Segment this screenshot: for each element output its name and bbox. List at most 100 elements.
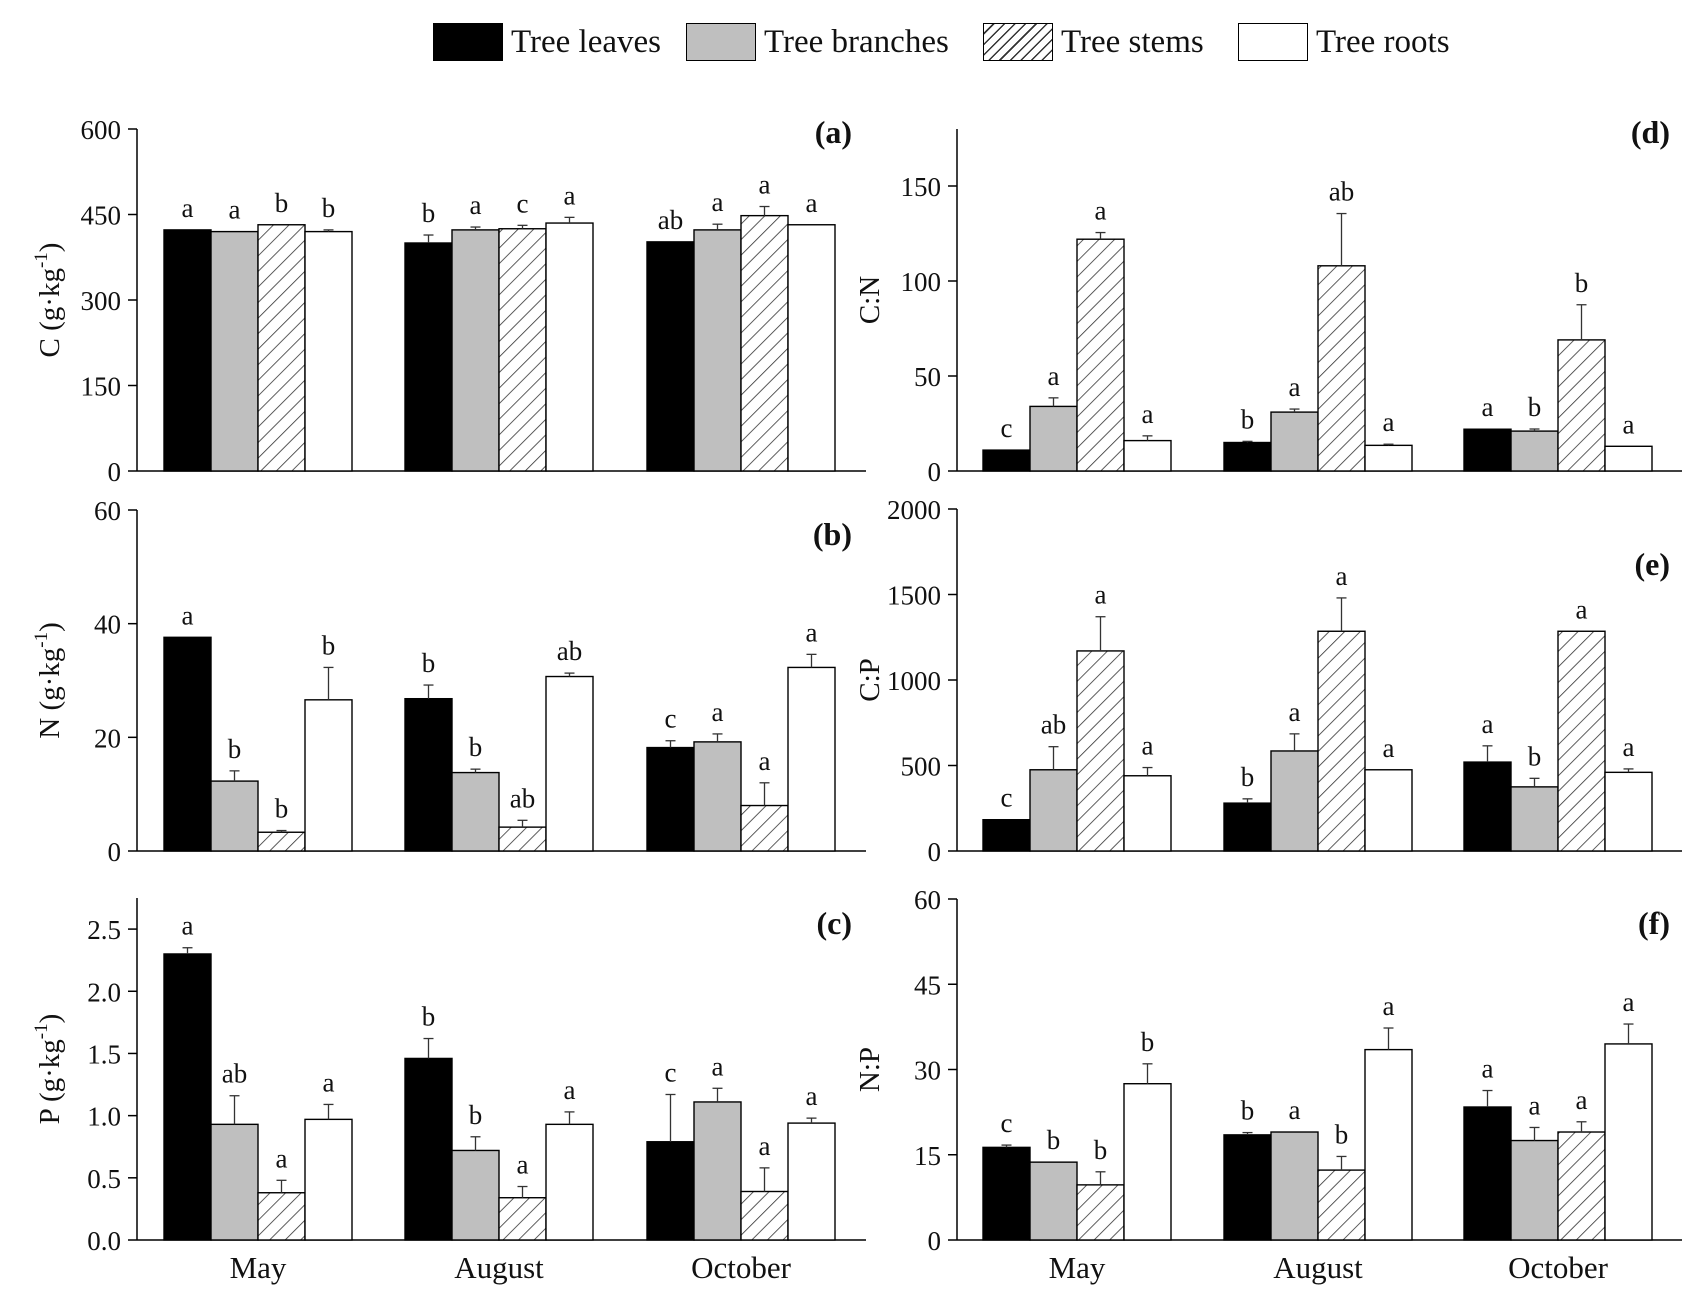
panel-c-significance-letter: b (469, 1100, 483, 1130)
panel-b-significance-letter: ab (510, 783, 535, 813)
panel-e-bar-leaves (1223, 802, 1272, 852)
panel-b-bar-stems (740, 804, 789, 852)
panel-c-x-tick-label: August (454, 1250, 544, 1285)
panel-e-y-tick-label: 0 (928, 837, 942, 867)
panel-e-significance-letter: a (1336, 561, 1348, 591)
panel-d-bar-roots (1604, 445, 1653, 472)
panel-e-significance-letter: a (1289, 697, 1301, 727)
panel-f-bar-leaves (1223, 1134, 1272, 1241)
panel-b-bar-branches (210, 780, 259, 852)
panel-e-significance-letter: a (1576, 594, 1588, 624)
panel-d-bar-leaves (1463, 428, 1512, 472)
panel-f-significance-letter: b (1241, 1096, 1255, 1126)
panel-a-significance-letter: b (322, 193, 336, 223)
panel-c-bar-leaves (646, 1141, 695, 1241)
panel-d-significance-letter: b (1241, 404, 1255, 434)
panel-f-bar-leaves (1463, 1106, 1512, 1241)
panel-f-significance-letter: c (1001, 1108, 1013, 1138)
panel-b-bar-roots (787, 666, 836, 852)
panel-f-bar-stems (1557, 1131, 1606, 1241)
panel-a-significance-letter: a (470, 190, 482, 220)
panel-d-y-tick-label: 150 (901, 172, 942, 202)
panel-b-significance-letter: b (422, 648, 436, 678)
panel-f-significance-letter: b (1094, 1135, 1108, 1165)
panel-b-significance-letter: a (712, 697, 724, 727)
panel-f-bar-branches (1029, 1161, 1078, 1241)
panel-a-bar-leaves (163, 229, 212, 472)
panel-b-y-tick-label: 0 (108, 837, 122, 867)
panel-c-significance-letter: a (759, 1131, 771, 1161)
panel-e-bar-branches (1029, 769, 1078, 852)
panel-a-significance-letter: a (229, 195, 241, 225)
panel-b-bar-roots (304, 699, 353, 852)
panel-c-bar-leaves (163, 953, 212, 1241)
legend-label-stems: Tree stems (1061, 23, 1204, 60)
panel-b-bar-stems (257, 831, 306, 852)
panel-e-bar-stems (1076, 650, 1125, 852)
panel-e-bar-branches (1270, 750, 1319, 852)
panel-f-significance-letter: a (1529, 1090, 1541, 1120)
panel-f-significance-letter: b (1141, 1027, 1155, 1057)
panel-b-significance-letter: b (322, 630, 336, 660)
panel-a-bar-stems (498, 228, 547, 472)
panel-d-bar-leaves (982, 449, 1031, 472)
panel-a-bar-roots (787, 224, 836, 472)
panel-c-bar-roots (304, 1118, 353, 1241)
panel-b-bar-leaves (404, 697, 453, 852)
panel-e-significance-letter: b (1528, 741, 1542, 771)
legend: Tree leaves Tree branches Tree stems Tre… (0, 18, 1697, 68)
panel-a-bar-roots (304, 230, 353, 472)
panel-f-significance-letter: a (1576, 1085, 1588, 1115)
panel-f-y-tick-label: 0 (928, 1226, 942, 1256)
panel-e-bar-branches (1510, 786, 1559, 852)
panel-a-significance-letter: c (517, 188, 529, 218)
panel-a-significance-letter: b (422, 198, 436, 228)
panel-d-significance-letter: a (1623, 409, 1635, 439)
panel-c-y-tick-label: 2.5 (87, 915, 121, 945)
panel-f-panel-label: (f) (1638, 905, 1670, 941)
panel-e-significance-letter: b (1241, 762, 1255, 792)
panel-a-y-axis-label: C (g·kg-1) (31, 243, 66, 358)
panel-a-significance-letter: a (712, 187, 724, 217)
panel-b-significance-letter: b (275, 794, 289, 824)
panel-d-bar-branches (1029, 405, 1078, 472)
panel-f-bar-stems (1076, 1184, 1125, 1241)
panel-e-significance-letter: ab (1041, 710, 1066, 740)
panel-e-y-tick-label: 1500 (887, 581, 941, 611)
panel-a-significance-letter: a (564, 180, 576, 210)
panel-a-bar-roots (545, 222, 594, 472)
panel-b-significance-letter: c (665, 704, 677, 734)
panel-b-bar-roots (545, 675, 594, 852)
legend-swatch-leaves (433, 23, 503, 61)
panel-a-bar-branches (210, 230, 259, 472)
legend-label-roots: Tree roots (1316, 23, 1450, 60)
panel-f-bar-branches (1270, 1131, 1319, 1241)
panel-a-significance-letter: a (806, 188, 818, 218)
panel-b-y-axis-label: N (g·kg-1) (31, 622, 66, 739)
panel-c-significance-letter: a (564, 1075, 576, 1105)
panel-f-significance-letter: b (1335, 1119, 1349, 1149)
panel-a-bar-leaves (646, 241, 695, 472)
panel-d-significance-letter: a (1095, 196, 1107, 226)
panel-f-y-tick-label: 60 (914, 885, 941, 915)
panel-c-significance-letter: ab (222, 1059, 247, 1089)
legend-item-leaves: Tree leaves (433, 22, 661, 62)
panel-c-panel-label: (c) (816, 905, 852, 941)
panel-c-significance-letter: a (323, 1067, 335, 1097)
panel-c-y-tick-label: 0.0 (87, 1226, 121, 1256)
panel-b-bar-stems (498, 826, 547, 852)
legend-item-branches: Tree branches (686, 22, 949, 62)
panel-d-y-axis-label: C:N (854, 276, 886, 324)
panel-c-y-tick-label: 1.5 (87, 1039, 121, 1069)
panel-d-y-tick-label: 50 (914, 362, 941, 392)
panel-a-bar-stems (740, 214, 789, 472)
panel-e-significance-letter: a (1095, 580, 1107, 610)
panel-c-x-tick-label: May (230, 1250, 287, 1285)
panel-a-significance-letter: ab (658, 205, 683, 235)
panel-b-significance-letter: b (228, 734, 242, 764)
panel-c-x-tick-label: October (691, 1250, 792, 1285)
panel-b-significance-letter: ab (557, 636, 582, 666)
panel-f-y-tick-label: 15 (914, 1141, 941, 1171)
panel-f-significance-letter: a (1482, 1054, 1494, 1084)
